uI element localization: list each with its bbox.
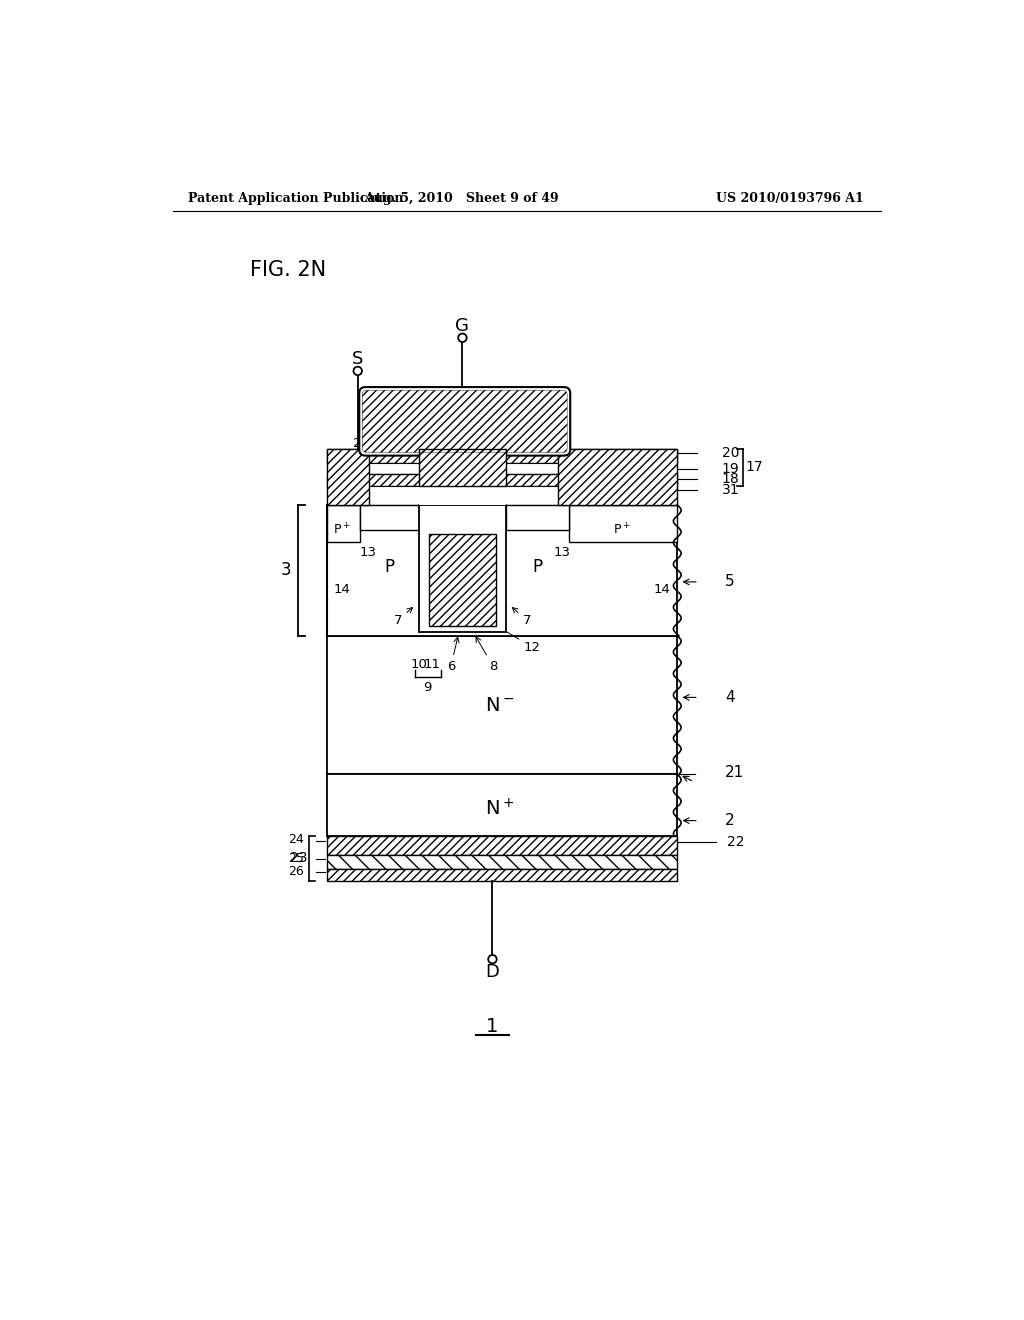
Text: 23: 23 <box>291 851 308 866</box>
Bar <box>327 869 677 880</box>
Text: 4: 4 <box>725 690 734 705</box>
Text: 16: 16 <box>535 425 551 438</box>
Text: 8: 8 <box>476 636 498 673</box>
Text: 19: 19 <box>722 462 739 475</box>
Text: 3: 3 <box>281 561 292 579</box>
Bar <box>327 463 677 474</box>
Text: 13: 13 <box>359 546 376 560</box>
Text: 21: 21 <box>725 764 744 780</box>
Text: 11: 11 <box>424 657 441 671</box>
Text: 1: 1 <box>486 1018 499 1036</box>
Bar <box>429 535 496 626</box>
Text: 7: 7 <box>512 607 531 627</box>
Bar <box>506 506 569 529</box>
Text: 9: 9 <box>424 681 432 694</box>
Text: 22: 22 <box>727 836 744 849</box>
Text: 31: 31 <box>722 483 739 498</box>
Text: P$^+$: P$^+$ <box>613 521 631 537</box>
Text: 25: 25 <box>288 851 304 865</box>
Text: US 2010/0193796 A1: US 2010/0193796 A1 <box>716 191 863 205</box>
Bar <box>327 486 677 506</box>
Text: 13: 13 <box>553 546 570 560</box>
Text: N$^-$: N$^-$ <box>485 696 515 714</box>
Text: P: P <box>384 557 394 576</box>
Bar <box>419 506 506 632</box>
Text: 14: 14 <box>334 583 351 597</box>
Text: 14: 14 <box>653 583 671 597</box>
Text: 16: 16 <box>380 425 397 438</box>
Text: P: P <box>532 557 543 576</box>
Text: 26: 26 <box>288 865 304 878</box>
Text: N$^+$: N$^+$ <box>380 515 399 529</box>
Text: N$^+$: N$^+$ <box>485 799 515 820</box>
Bar <box>558 450 677 506</box>
Text: S: S <box>352 350 364 368</box>
Bar <box>327 506 677 636</box>
Text: N$^+$: N$^+$ <box>528 515 548 529</box>
Text: 12: 12 <box>498 626 541 653</box>
Bar <box>327 450 677 463</box>
Text: FIG. 2N: FIG. 2N <box>250 260 326 280</box>
FancyBboxPatch shape <box>359 387 570 455</box>
Text: P$^+$: P$^+$ <box>334 521 351 537</box>
Text: 10: 10 <box>411 657 428 671</box>
Text: 17: 17 <box>745 461 763 474</box>
Text: 24: 24 <box>288 833 304 846</box>
Bar <box>569 506 677 543</box>
Text: D: D <box>485 962 500 981</box>
Bar <box>327 775 677 836</box>
Text: 2: 2 <box>725 813 734 828</box>
Bar <box>327 506 360 543</box>
Bar <box>419 449 506 486</box>
Text: 6: 6 <box>446 638 459 673</box>
Bar <box>327 450 370 506</box>
Text: 27: 27 <box>353 416 388 450</box>
Text: G: G <box>456 317 469 335</box>
Bar <box>327 855 677 869</box>
Bar <box>360 506 419 529</box>
Text: 5: 5 <box>725 574 734 590</box>
Text: 18: 18 <box>722 473 739 487</box>
Bar <box>327 474 677 486</box>
Bar <box>419 463 506 506</box>
Text: 20: 20 <box>722 446 739 459</box>
Text: Aug. 5, 2010   Sheet 9 of 49: Aug. 5, 2010 Sheet 9 of 49 <box>365 191 559 205</box>
Text: 7: 7 <box>393 607 413 627</box>
Bar <box>327 636 677 775</box>
Bar <box>327 836 677 855</box>
Text: 15: 15 <box>447 425 465 438</box>
Text: Patent Application Publication: Patent Application Publication <box>188 191 403 205</box>
